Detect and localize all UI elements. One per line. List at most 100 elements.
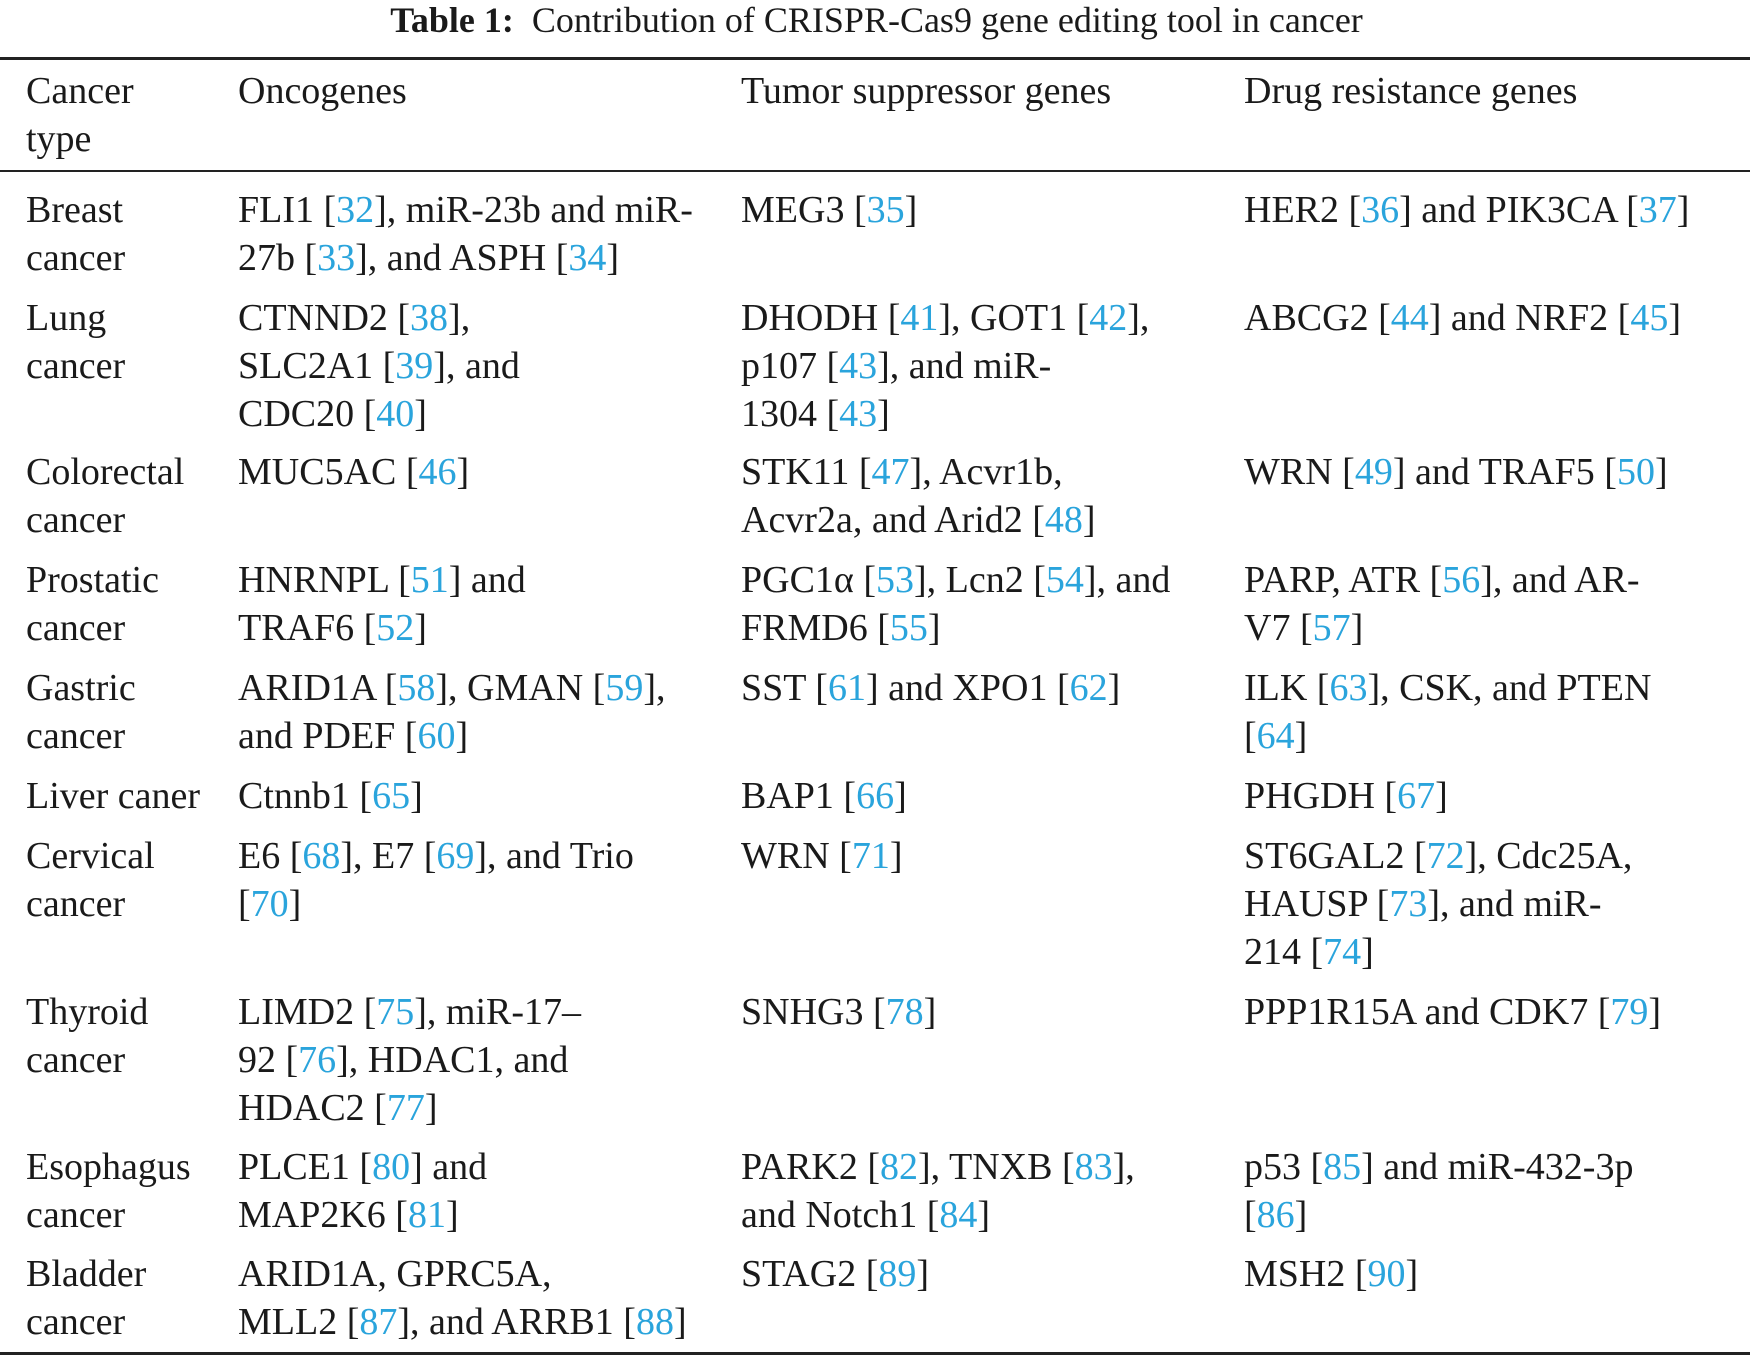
reference-link[interactable]: 83	[1074, 1146, 1113, 1188]
reference-link[interactable]: 44	[1390, 297, 1429, 339]
reference-link[interactable]: 65	[372, 775, 411, 817]
gene-text: ], SLC2A1 [	[238, 297, 471, 387]
reference-link[interactable]: 88	[635, 1301, 674, 1343]
drug-resistance-cell: MSH2 [90]	[1244, 1250, 1744, 1298]
reference-link[interactable]: 90	[1367, 1253, 1406, 1295]
reference-link[interactable]: 64	[1256, 715, 1295, 757]
reference-link[interactable]: 45	[1630, 297, 1669, 339]
tumor-suppressor-cell: SST [61] and XPO1 [62]	[741, 664, 1241, 712]
reference-link[interactable]: 59	[605, 667, 644, 709]
reference-link[interactable]: 53	[876, 559, 914, 601]
oncogenes-cell: Ctnnb1 [65]	[238, 772, 738, 820]
drug-resistance-cell: ST6GAL2 [72], Cdc25A, HAUSP [73], and mi…	[1244, 832, 1744, 976]
reference-link[interactable]: 60	[417, 715, 456, 757]
gene-text: ], and ASPH [	[355, 237, 569, 279]
reference-link[interactable]: 55	[889, 607, 928, 649]
gene-text: ], CSK, and PTEN [	[1244, 667, 1652, 757]
reference-link[interactable]: 81	[407, 1194, 446, 1236]
reference-link[interactable]: 49	[1354, 451, 1393, 493]
reference-link[interactable]: 42	[1089, 297, 1128, 339]
reference-link[interactable]: 56	[1442, 559, 1481, 601]
reference-link[interactable]: 43	[839, 345, 878, 387]
cancer-type-cell: Gastric cancer	[26, 667, 136, 757]
gene-text: ]	[1350, 607, 1364, 649]
oncogenes-cell: ARID1A, GPRC5A, MLL2 [87], and ARRB1 [88…	[238, 1250, 738, 1346]
reference-link[interactable]: 84	[939, 1194, 978, 1236]
gene-text: ST6GAL2 [	[1244, 835, 1427, 877]
cancer-type-cell: Esophagus cancer	[26, 1146, 191, 1236]
gene-text: ], Cdc25A, HAUSP [	[1244, 835, 1633, 925]
gene-text: ], and miR- 214 [	[1244, 883, 1602, 973]
reference-link[interactable]: 82	[880, 1146, 919, 1188]
cancer-type-cell: Bladder cancer	[26, 1253, 147, 1343]
gene-text: ]	[1294, 715, 1308, 757]
reference-link[interactable]: 32	[336, 189, 375, 231]
reference-link[interactable]: 36	[1361, 189, 1400, 231]
reference-link[interactable]: 86	[1256, 1194, 1295, 1236]
gene-text: ], GMAN [	[435, 667, 606, 709]
reference-link[interactable]: 85	[1323, 1146, 1362, 1188]
reference-link[interactable]: 58	[397, 667, 436, 709]
gene-text: ], and miR- 1304 [	[741, 345, 1052, 435]
header-tumor-suppressor: Tumor suppressor genes	[741, 70, 1112, 112]
reference-link[interactable]: 63	[1329, 667, 1368, 709]
reference-link[interactable]: 79	[1610, 991, 1649, 1033]
reference-link[interactable]: 50	[1616, 451, 1655, 493]
reference-link[interactable]: 39	[395, 345, 434, 387]
reference-link[interactable]: 61	[827, 667, 866, 709]
reference-link[interactable]: 78	[885, 991, 924, 1033]
oncogenes-cell: ARID1A [58], GMAN [59], and PDEF [60]	[238, 664, 738, 760]
reference-link[interactable]: 73	[1389, 883, 1428, 925]
reference-link[interactable]: 72	[1426, 835, 1465, 877]
reference-link[interactable]: 47	[871, 451, 910, 493]
gene-text: PHGDH [	[1244, 775, 1398, 817]
reference-link[interactable]: 46	[418, 451, 457, 493]
reference-link[interactable]: 74	[1323, 931, 1362, 973]
reference-link[interactable]: 89	[878, 1253, 917, 1295]
gene-text: ]	[1082, 499, 1096, 541]
oncogenes-cell: LIMD2 [75], miR-17– 92 [76], HDAC1, and …	[238, 988, 738, 1132]
reference-link[interactable]: 38	[410, 297, 449, 339]
reference-link[interactable]: 41	[900, 297, 939, 339]
gene-text: MEG3 [	[741, 189, 867, 231]
reference-link[interactable]: 35	[866, 189, 905, 231]
reference-link[interactable]: 37	[1638, 189, 1677, 231]
gene-text: ] and TRAF6 [	[238, 559, 526, 649]
reference-link[interactable]: 76	[298, 1039, 337, 1081]
reference-link[interactable]: 33	[317, 237, 356, 279]
reference-link[interactable]: 48	[1044, 499, 1083, 541]
reference-link[interactable]: 34	[568, 237, 607, 279]
gene-text: CTNND2 [	[238, 297, 411, 339]
reference-link[interactable]: 70	[250, 883, 289, 925]
drug-resistance-cell: PHGDH [67]	[1244, 772, 1744, 820]
gene-text: ], miR-17– 92 [	[238, 991, 582, 1081]
oncogenes-cell: FLI1 [32], miR-23b and miR- 27b [33], an…	[238, 186, 738, 282]
gene-text: ], and ARRB1 [	[397, 1301, 636, 1343]
reference-link[interactable]: 68	[302, 835, 341, 877]
gene-text: PPP1R15A and CDK7 [	[1244, 991, 1611, 1033]
reference-link[interactable]: 80	[372, 1146, 411, 1188]
reference-link[interactable]: 62	[1069, 667, 1108, 709]
cancer-type-cell: Colorectal cancer	[26, 451, 185, 541]
reference-link[interactable]: 69	[436, 835, 475, 877]
reference-link[interactable]: 52	[376, 607, 415, 649]
reference-link[interactable]: 67	[1397, 775, 1436, 817]
gene-text: DHODH [	[741, 297, 901, 339]
oncogenes-cell: HNRNPL [51] and TRAF6 [52]	[238, 556, 738, 652]
drug-resistance-cell: p53 [85] and miR-432-3p [86]	[1244, 1143, 1744, 1239]
reference-link[interactable]: 51	[410, 559, 449, 601]
reference-link[interactable]: 40	[376, 393, 415, 435]
reference-link[interactable]: 57	[1312, 607, 1351, 649]
gene-text: ]	[288, 883, 302, 925]
gene-text: ]	[894, 775, 907, 817]
reference-link[interactable]: 87	[359, 1301, 398, 1343]
reference-link[interactable]: 71	[851, 835, 890, 877]
top-rule	[0, 57, 1750, 60]
reference-link[interactable]: 54	[1045, 559, 1084, 601]
gene-text: ]	[1405, 1253, 1419, 1295]
reference-link[interactable]: 43	[839, 393, 878, 435]
cancer-type-cell: Liver caner	[26, 775, 201, 817]
reference-link[interactable]: 77	[386, 1087, 425, 1129]
reference-link[interactable]: 66	[856, 775, 895, 817]
reference-link[interactable]: 75	[376, 991, 415, 1033]
